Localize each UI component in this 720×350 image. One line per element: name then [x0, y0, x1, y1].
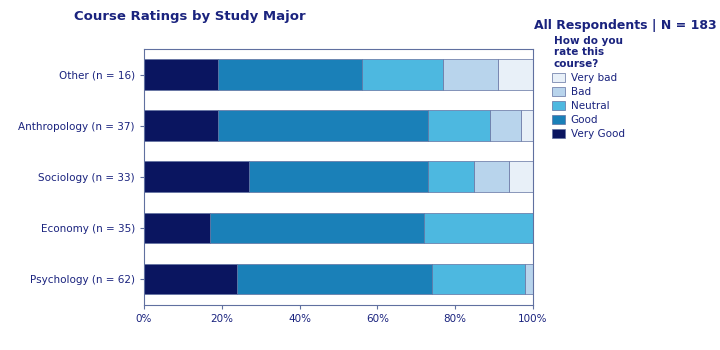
Bar [424, 212, 533, 243]
Bar [521, 110, 533, 141]
Bar [144, 59, 218, 90]
Bar [498, 59, 533, 90]
Bar [432, 264, 525, 294]
Bar [444, 59, 498, 90]
Bar [218, 59, 361, 90]
Bar [238, 264, 432, 294]
Bar [144, 212, 210, 243]
Bar [210, 212, 424, 243]
Bar [218, 110, 428, 141]
Bar [510, 161, 533, 192]
Text: All Respondents | N = 183: All Respondents | N = 183 [534, 19, 716, 32]
Bar [144, 161, 249, 192]
Bar [361, 59, 444, 90]
Legend: Very bad, Bad, Neutral, Good, Very Good: Very bad, Bad, Neutral, Good, Very Good [549, 34, 626, 141]
Bar [144, 264, 238, 294]
Bar [249, 161, 428, 192]
Text: Course Ratings by Study Major: Course Ratings by Study Major [74, 10, 306, 23]
Bar [474, 161, 510, 192]
Bar [525, 264, 533, 294]
Bar [428, 161, 474, 192]
Bar [490, 110, 521, 141]
Bar [428, 110, 490, 141]
Bar [144, 110, 218, 141]
